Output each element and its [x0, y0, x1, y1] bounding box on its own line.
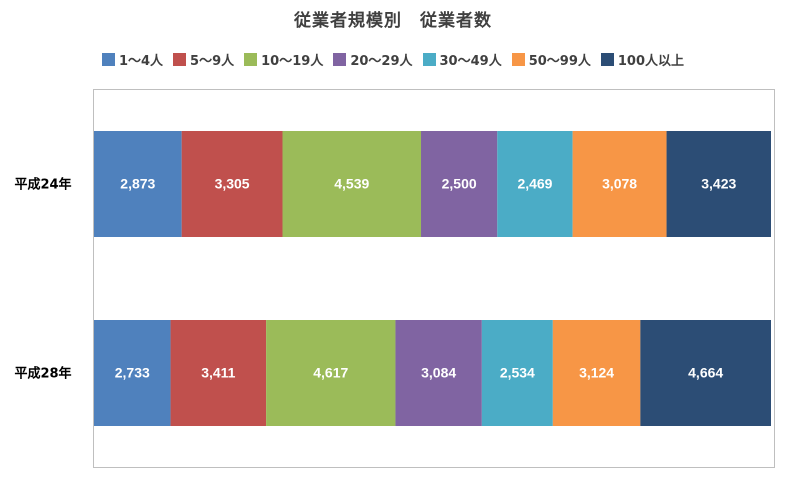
category-label-1: 平成28年	[14, 366, 71, 382]
bar-segment-1-1	[170, 320, 267, 426]
bar-segment-0-2	[282, 131, 422, 237]
bar-segment-1-0	[94, 320, 171, 426]
legend-swatch-5	[511, 53, 525, 66]
legend-label-3: 20～29人	[350, 54, 413, 69]
data-label-1-2: 4,617	[313, 365, 348, 381]
data-label-1-0: 2,733	[115, 365, 150, 381]
legend-swatch-4	[422, 53, 436, 66]
category-label-0: 平成24年	[14, 177, 71, 193]
bar-segment-1-6	[640, 320, 771, 426]
bar-segment-1-5	[552, 320, 641, 426]
bar-segment-1-4	[481, 320, 553, 426]
plot-border	[93, 89, 775, 468]
legend-entry-2: 10～19人	[244, 50, 323, 69]
bar-segment-0-6	[666, 131, 771, 237]
legend-entry-0: 1～4人	[101, 50, 164, 69]
legend-label-0: 1～4人	[118, 54, 164, 69]
legend-entry-4: 30～49人	[422, 50, 502, 69]
legend-entry-6: 100人以上	[600, 50, 685, 69]
data-label-0-2: 4,539	[334, 176, 369, 192]
bar-segment-0-4	[497, 131, 573, 237]
legend-label-2: 10～19人	[261, 54, 324, 69]
bar-segment-1-2	[266, 320, 396, 426]
data-label-0-1: 3,305	[215, 176, 250, 192]
legend-entry-1: 5～9人	[173, 50, 234, 69]
data-label-1-1: 3,411	[201, 365, 235, 381]
legend-swatch-2	[244, 53, 258, 66]
data-label-0-4: 2,469	[517, 176, 552, 192]
legend-entry-5: 50～99人	[511, 50, 591, 69]
legend-swatch-6	[600, 53, 614, 66]
legend-label-1: 5～9人	[190, 54, 235, 69]
bar-segment-1-3	[395, 320, 482, 426]
legend: 1～4人 5～9人 10～19人 20～29人 30～49人 50～99人 100人以上	[0, 50, 786, 69]
legend-label-6: 100人以上	[617, 54, 685, 69]
data-label-1-5: 3,124	[579, 365, 614, 381]
legend-label-5: 50～99人	[528, 54, 591, 69]
data-label-0-5: 3,078	[602, 176, 637, 192]
data-label-0-0: 2,873	[120, 176, 155, 192]
bar-segment-0-1	[181, 131, 283, 237]
data-label-1-3: 3,084	[421, 365, 456, 381]
chart-title: 従業者規模別 従業者数	[294, 11, 492, 31]
legend-swatch-0	[101, 53, 115, 66]
legend-entry-3: 20～29人	[333, 50, 413, 69]
bar-segment-0-3	[421, 131, 498, 237]
legend-swatch-1	[173, 53, 187, 66]
legend-label-4: 30～49人	[439, 54, 502, 69]
data-label-0-3: 2,500	[442, 176, 477, 192]
bar-segment-0-5	[572, 131, 667, 237]
bar-segment-0-0	[94, 131, 182, 237]
legend-swatch-3	[333, 53, 347, 66]
data-label-1-4: 2,534	[500, 365, 535, 381]
data-label-1-6: 4,664	[688, 365, 723, 381]
data-label-0-6: 3,423	[701, 176, 736, 192]
